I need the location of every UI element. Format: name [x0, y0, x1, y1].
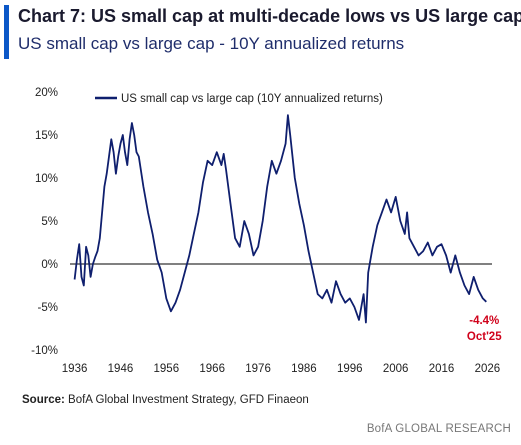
chart-title: Chart 7: US small cap at multi-decade lo…: [18, 6, 521, 26]
x-tick-label: 2026: [475, 363, 501, 375]
title-accent-bar: [4, 5, 9, 59]
x-tick-label: 1966: [199, 363, 225, 375]
y-tick-label: -5%: [38, 302, 58, 314]
x-tick-label: 1956: [154, 363, 180, 375]
brand-footer: BofA GLOBAL RESEARCH: [366, 423, 511, 435]
y-tick-label: 0%: [41, 259, 58, 271]
source-note: Source: BofA Global Investment Strategy,…: [22, 394, 309, 406]
y-tick-label: 10%: [35, 173, 58, 185]
chart-subtitle: US small cap vs large cap - 10Y annualiz…: [18, 34, 405, 53]
y-tick-label: 5%: [41, 216, 58, 228]
x-tick-label: 2016: [429, 363, 455, 375]
source-text: BofA Global Investment Strategy, GFD Fin…: [64, 394, 309, 406]
annotation-value: -4.4%: [469, 315, 499, 327]
legend-label: US small cap vs large cap (10Y annualize…: [121, 93, 383, 105]
y-tick-label: -10%: [31, 345, 58, 357]
x-tick-label: 1936: [62, 363, 88, 375]
y-tick-label: 20%: [35, 87, 58, 99]
x-tick-label: 2006: [383, 363, 409, 375]
x-tick-label: 1946: [108, 363, 134, 375]
y-tick-label: 15%: [35, 130, 58, 142]
x-tick-label: 1976: [245, 363, 271, 375]
x-tick-label: 1996: [337, 363, 363, 375]
x-tick-label: 1986: [291, 363, 317, 375]
annotation-date: Oct'25: [467, 331, 502, 343]
series-line-small-vs-large-cap: [73, 114, 487, 324]
source-label: Source:: [22, 394, 65, 406]
